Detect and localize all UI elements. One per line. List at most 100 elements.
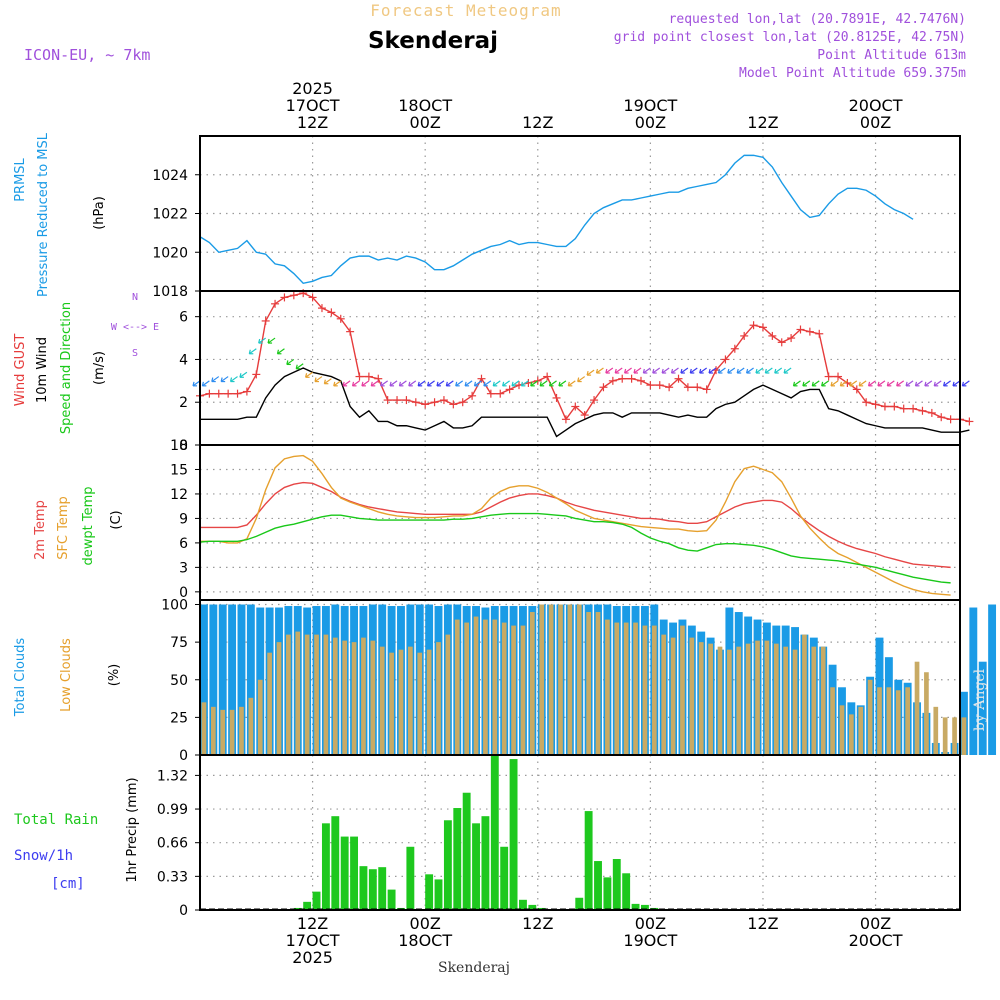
wind-arrow-head (333, 381, 336, 386)
pressure-panel: 1018 1020 1022 1024 (152, 135, 961, 300)
wind-arrow (567, 380, 576, 387)
clouds-bar-low_clouds (454, 619, 460, 755)
time-label: 00Z (410, 914, 441, 933)
pressure-ytick-label: 1018 (152, 284, 188, 300)
clouds-bar-low_clouds (924, 672, 929, 755)
clouds-bar-low_clouds (661, 634, 667, 755)
clouds-bar-low_clouds (764, 640, 770, 755)
clouds-bar-low_clouds (239, 706, 244, 755)
clouds-bar-low_clouds (849, 714, 854, 755)
wind-arrow-head (699, 368, 702, 374)
precip-bar-rain (462, 792, 471, 910)
clouds-bar-low_clouds (511, 625, 516, 755)
precip-bar-rain (594, 861, 602, 910)
time-label: 12Z (522, 113, 553, 132)
wind-arrow-head (764, 368, 767, 374)
clouds-bar-low_clouds (567, 604, 573, 755)
wind-arrow-head (370, 381, 373, 386)
precip-panel: 0 0.33 0.66 0.99 1.32 (157, 754, 961, 919)
wind-arrow (821, 380, 829, 387)
wind-arrow-head (914, 381, 918, 386)
clouds-bar-low_clouds (304, 634, 310, 755)
wind-arrow-head (633, 368, 636, 374)
wind-arrow-head (342, 381, 345, 386)
clouds-bar-low_clouds (445, 634, 451, 755)
wind-arrow-head (867, 381, 871, 386)
location-title: Skenderaj (368, 28, 498, 54)
clouds-bar-low_clouds (286, 634, 291, 755)
wind-arrow-head (717, 368, 721, 374)
clouds-bar-low_clouds (783, 646, 789, 755)
time-label: 00Z (635, 914, 666, 933)
wind-arrow-head (886, 381, 889, 386)
clouds-bar-low_clouds (961, 717, 967, 755)
time-label: 2025 (292, 948, 333, 967)
wind-series-wind (200, 367, 970, 438)
wind-arrow (427, 380, 435, 387)
wind-arrow (417, 380, 426, 387)
clouds-bar-low_clouds (314, 634, 319, 755)
wind-arrow-head (652, 368, 655, 374)
precip-bar-rain (312, 891, 321, 910)
wind-arrow-head (708, 368, 711, 374)
time-label: 19OCT (623, 96, 677, 115)
clouds-bar-low_clouds (905, 687, 910, 755)
precip-ytick-label: 0.33 (157, 869, 188, 885)
precip-bar-rain (303, 901, 312, 910)
wind-arrow (643, 367, 651, 374)
clouds-bar-total_clouds (209, 604, 218, 755)
wind-arrow (858, 380, 867, 387)
clouds-bar-low_clouds (942, 717, 948, 755)
time-label: 20OCT (849, 931, 903, 950)
wind-arrow-head (605, 368, 608, 374)
precip-bar-rain (378, 867, 387, 910)
clouds-bar-total_clouds (200, 604, 208, 755)
clouds-bar-low_clouds (389, 652, 394, 755)
clouds-bar-low_clouds (802, 634, 807, 755)
wind-arrow (577, 376, 586, 383)
wind-arrow-head (567, 381, 570, 386)
wind-arrow-head (520, 381, 523, 386)
precip-bar-rain (631, 903, 640, 910)
time-label: 17OCT (286, 931, 340, 950)
precip-ytick-label: 1.32 (157, 768, 188, 784)
wind-arrow (671, 367, 679, 374)
wind-arrow (952, 380, 961, 387)
clouds-bar-low_clouds (361, 637, 366, 755)
precip-unit: 1hr Precip (mm) (125, 777, 140, 882)
wind-arrow (539, 380, 548, 387)
clouds-bar-low_clouds (408, 646, 413, 755)
time-label: 00Z (410, 113, 441, 132)
clouds-bar-low_clouds (886, 687, 892, 755)
footer-location: Skenderaj (438, 960, 510, 976)
wind-arrow (436, 380, 445, 387)
clouds-bar-low_clouds (708, 643, 713, 755)
clouds-bar-low_clouds (576, 604, 582, 755)
compass-west-east: W <--> E (111, 322, 159, 333)
clouds-bar-low_clouds (689, 637, 695, 755)
wind-arrow-head (943, 381, 946, 386)
wind-arrow (324, 378, 332, 385)
wind-arrow (389, 380, 398, 387)
wind-arrow-head (361, 381, 364, 386)
pressure-ytick-label: 1024 (152, 168, 188, 184)
precip-bar-rain (490, 755, 499, 910)
clouds-bar-low_clouds (464, 622, 470, 755)
wind-arrow-head (323, 379, 326, 384)
clouds-bar-low_clouds (342, 640, 348, 755)
wind-arrow (445, 380, 454, 387)
compass-north: N (132, 292, 138, 303)
wind-arrow (605, 367, 614, 374)
clouds-bar-low_clouds (614, 622, 620, 755)
wind-arrow-head (201, 381, 204, 386)
clouds-bar-low_clouds (370, 640, 376, 755)
wind-arrow-head (389, 381, 392, 386)
compass-south: S (132, 348, 138, 359)
wind-arrow (924, 380, 933, 387)
clouds-bar-low_clouds (473, 616, 479, 755)
time-label: 12Z (297, 914, 328, 933)
wind-arrow-head (849, 381, 852, 386)
precip-bar-rain (622, 873, 631, 910)
precip-bar-rain (519, 899, 527, 910)
